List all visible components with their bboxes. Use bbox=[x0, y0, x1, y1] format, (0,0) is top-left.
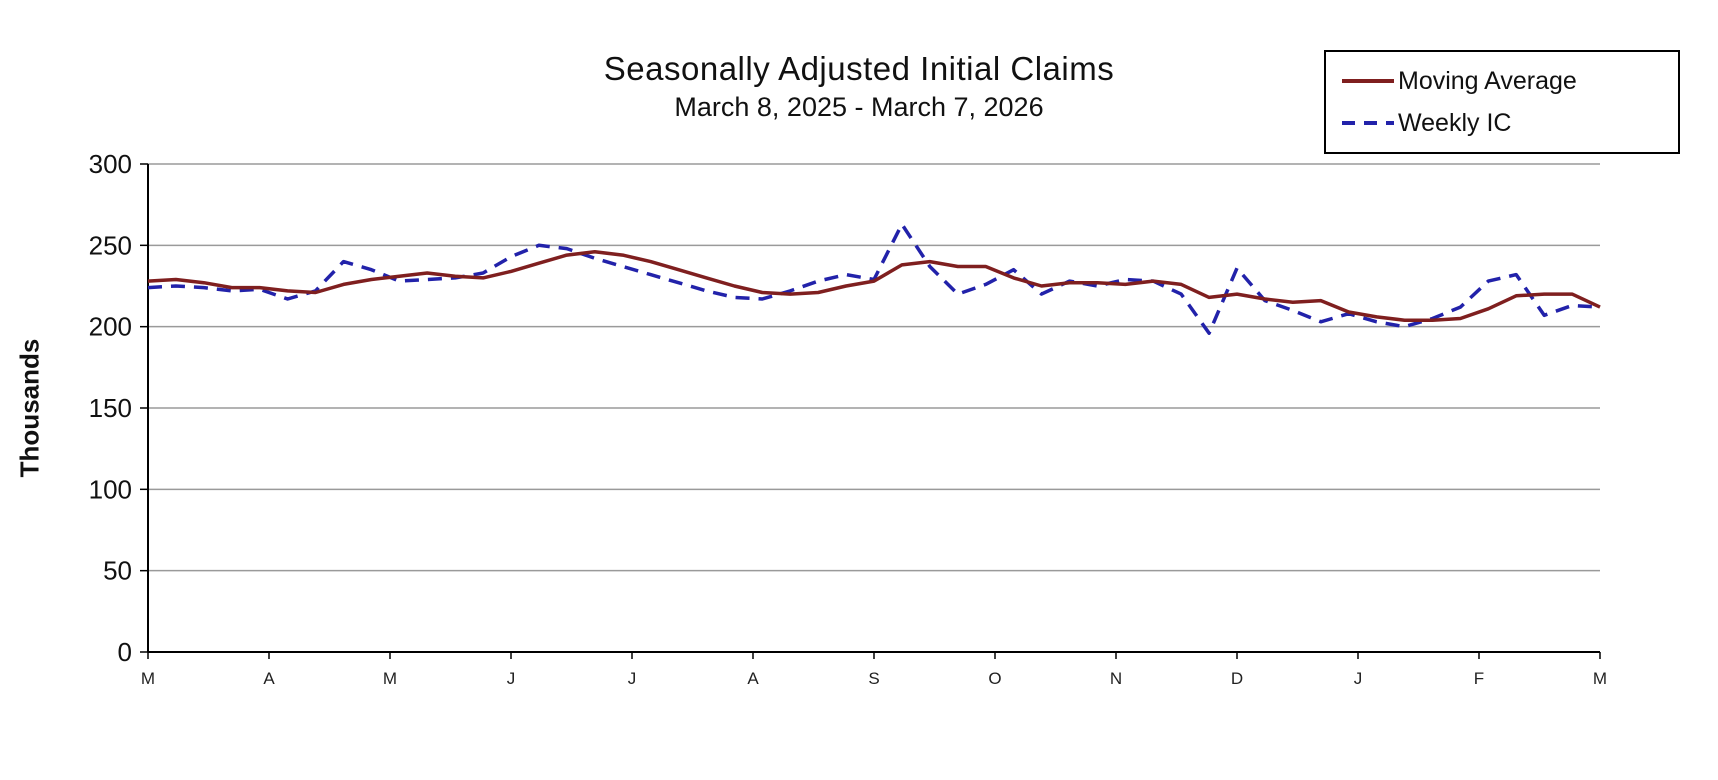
x-tick-label: O bbox=[988, 669, 1001, 688]
x-tick-label: D bbox=[1231, 669, 1243, 688]
y-tick-label: 150 bbox=[89, 393, 132, 423]
x-tick-label: M bbox=[383, 669, 397, 688]
y-tick-label: 200 bbox=[89, 312, 132, 342]
x-tick-label: M bbox=[1593, 669, 1607, 688]
x-tick-label: S bbox=[868, 669, 879, 688]
y-tick-label: 250 bbox=[89, 230, 132, 260]
y-tick-label: 100 bbox=[89, 474, 132, 504]
chart-title: Seasonally Adjusted Initial Claims bbox=[603, 50, 1115, 87]
legend-label-weekly-ic: Weekly IC bbox=[1398, 108, 1512, 137]
x-tick-label: A bbox=[263, 669, 275, 688]
x-tick-label: F bbox=[1474, 669, 1484, 688]
x-tick-label: N bbox=[1110, 669, 1122, 688]
y-tick-label: 300 bbox=[89, 149, 132, 179]
x-tick-label: A bbox=[747, 669, 759, 688]
legend-item-weekly-ic: Weekly IC bbox=[1340, 109, 1664, 138]
legend-label-moving-average: Moving Average bbox=[1398, 66, 1577, 95]
x-tick-label: J bbox=[628, 669, 637, 688]
moving-average-line bbox=[147, 250, 1601, 322]
x-tick-label: J bbox=[1354, 669, 1363, 688]
legend-item-moving-average: Moving Average bbox=[1340, 67, 1664, 96]
weekly-ic-dashed-line-icon bbox=[1342, 121, 1394, 125]
legend: Moving Average Weekly IC bbox=[1324, 50, 1680, 154]
chart-subtitle: March 8, 2025 - March 7, 2026 bbox=[674, 92, 1044, 122]
x-tick-label: M bbox=[141, 669, 155, 688]
x-tick-label: J bbox=[507, 669, 516, 688]
moving-average-line-icon bbox=[1342, 79, 1394, 83]
y-tick-label: 0 bbox=[118, 637, 132, 667]
y-tick-label: 50 bbox=[103, 556, 132, 586]
